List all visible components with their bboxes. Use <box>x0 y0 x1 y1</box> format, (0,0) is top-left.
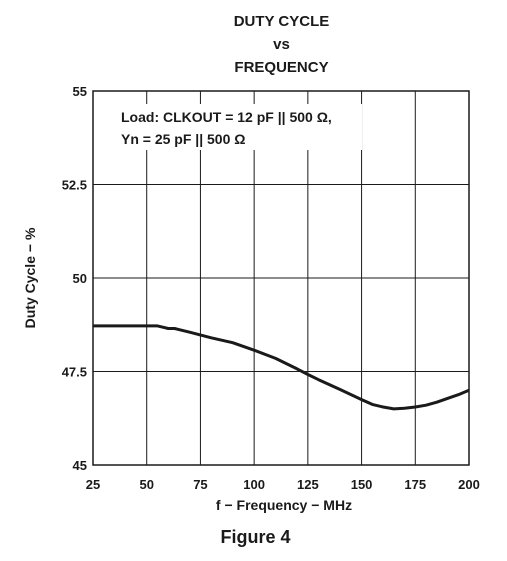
y-tick-label: 50 <box>73 271 87 286</box>
x-tick-label: 175 <box>404 477 426 492</box>
plot-frame <box>92 90 470 466</box>
x-tick-label: 25 <box>86 477 100 492</box>
y-tick-labels: 45 47.5 50 52.5 55 <box>62 84 87 473</box>
x-tick-label: 50 <box>139 477 153 492</box>
annotation-background <box>114 104 362 150</box>
annotation-line-1: Load: CLKOUT = 12 pF || 500 Ω, <box>121 109 332 125</box>
x-tick-label: 150 <box>351 477 373 492</box>
chart-title-line-2: vs <box>273 36 290 53</box>
x-tick-label: 100 <box>243 477 265 492</box>
x-tick-label: 200 <box>458 477 480 492</box>
x-axis-label: f − Frequency − MHz <box>216 497 352 513</box>
y-axis-label: Duty Cycle − % <box>22 227 38 328</box>
annotation-line-2: Yn = 25 pF || 500 Ω <box>121 131 246 147</box>
x-tick-label: 125 <box>297 477 319 492</box>
y-tick-label: 52.5 <box>62 178 87 193</box>
chart-title-line-3: FREQUENCY <box>234 59 329 76</box>
y-tick-label: 47.5 <box>62 365 87 380</box>
chart-title-line-1: DUTY CYCLE <box>233 13 330 30</box>
y-tick-label: 55 <box>73 84 87 99</box>
y-tick-label: 45 <box>73 458 87 473</box>
figure-caption: Figure 4 <box>220 527 291 547</box>
x-tick-labels: 25 50 75 100 125 150 175 200 <box>86 477 480 492</box>
duty-cycle-line <box>93 324 470 411</box>
x-tick-label: 75 <box>193 477 207 492</box>
